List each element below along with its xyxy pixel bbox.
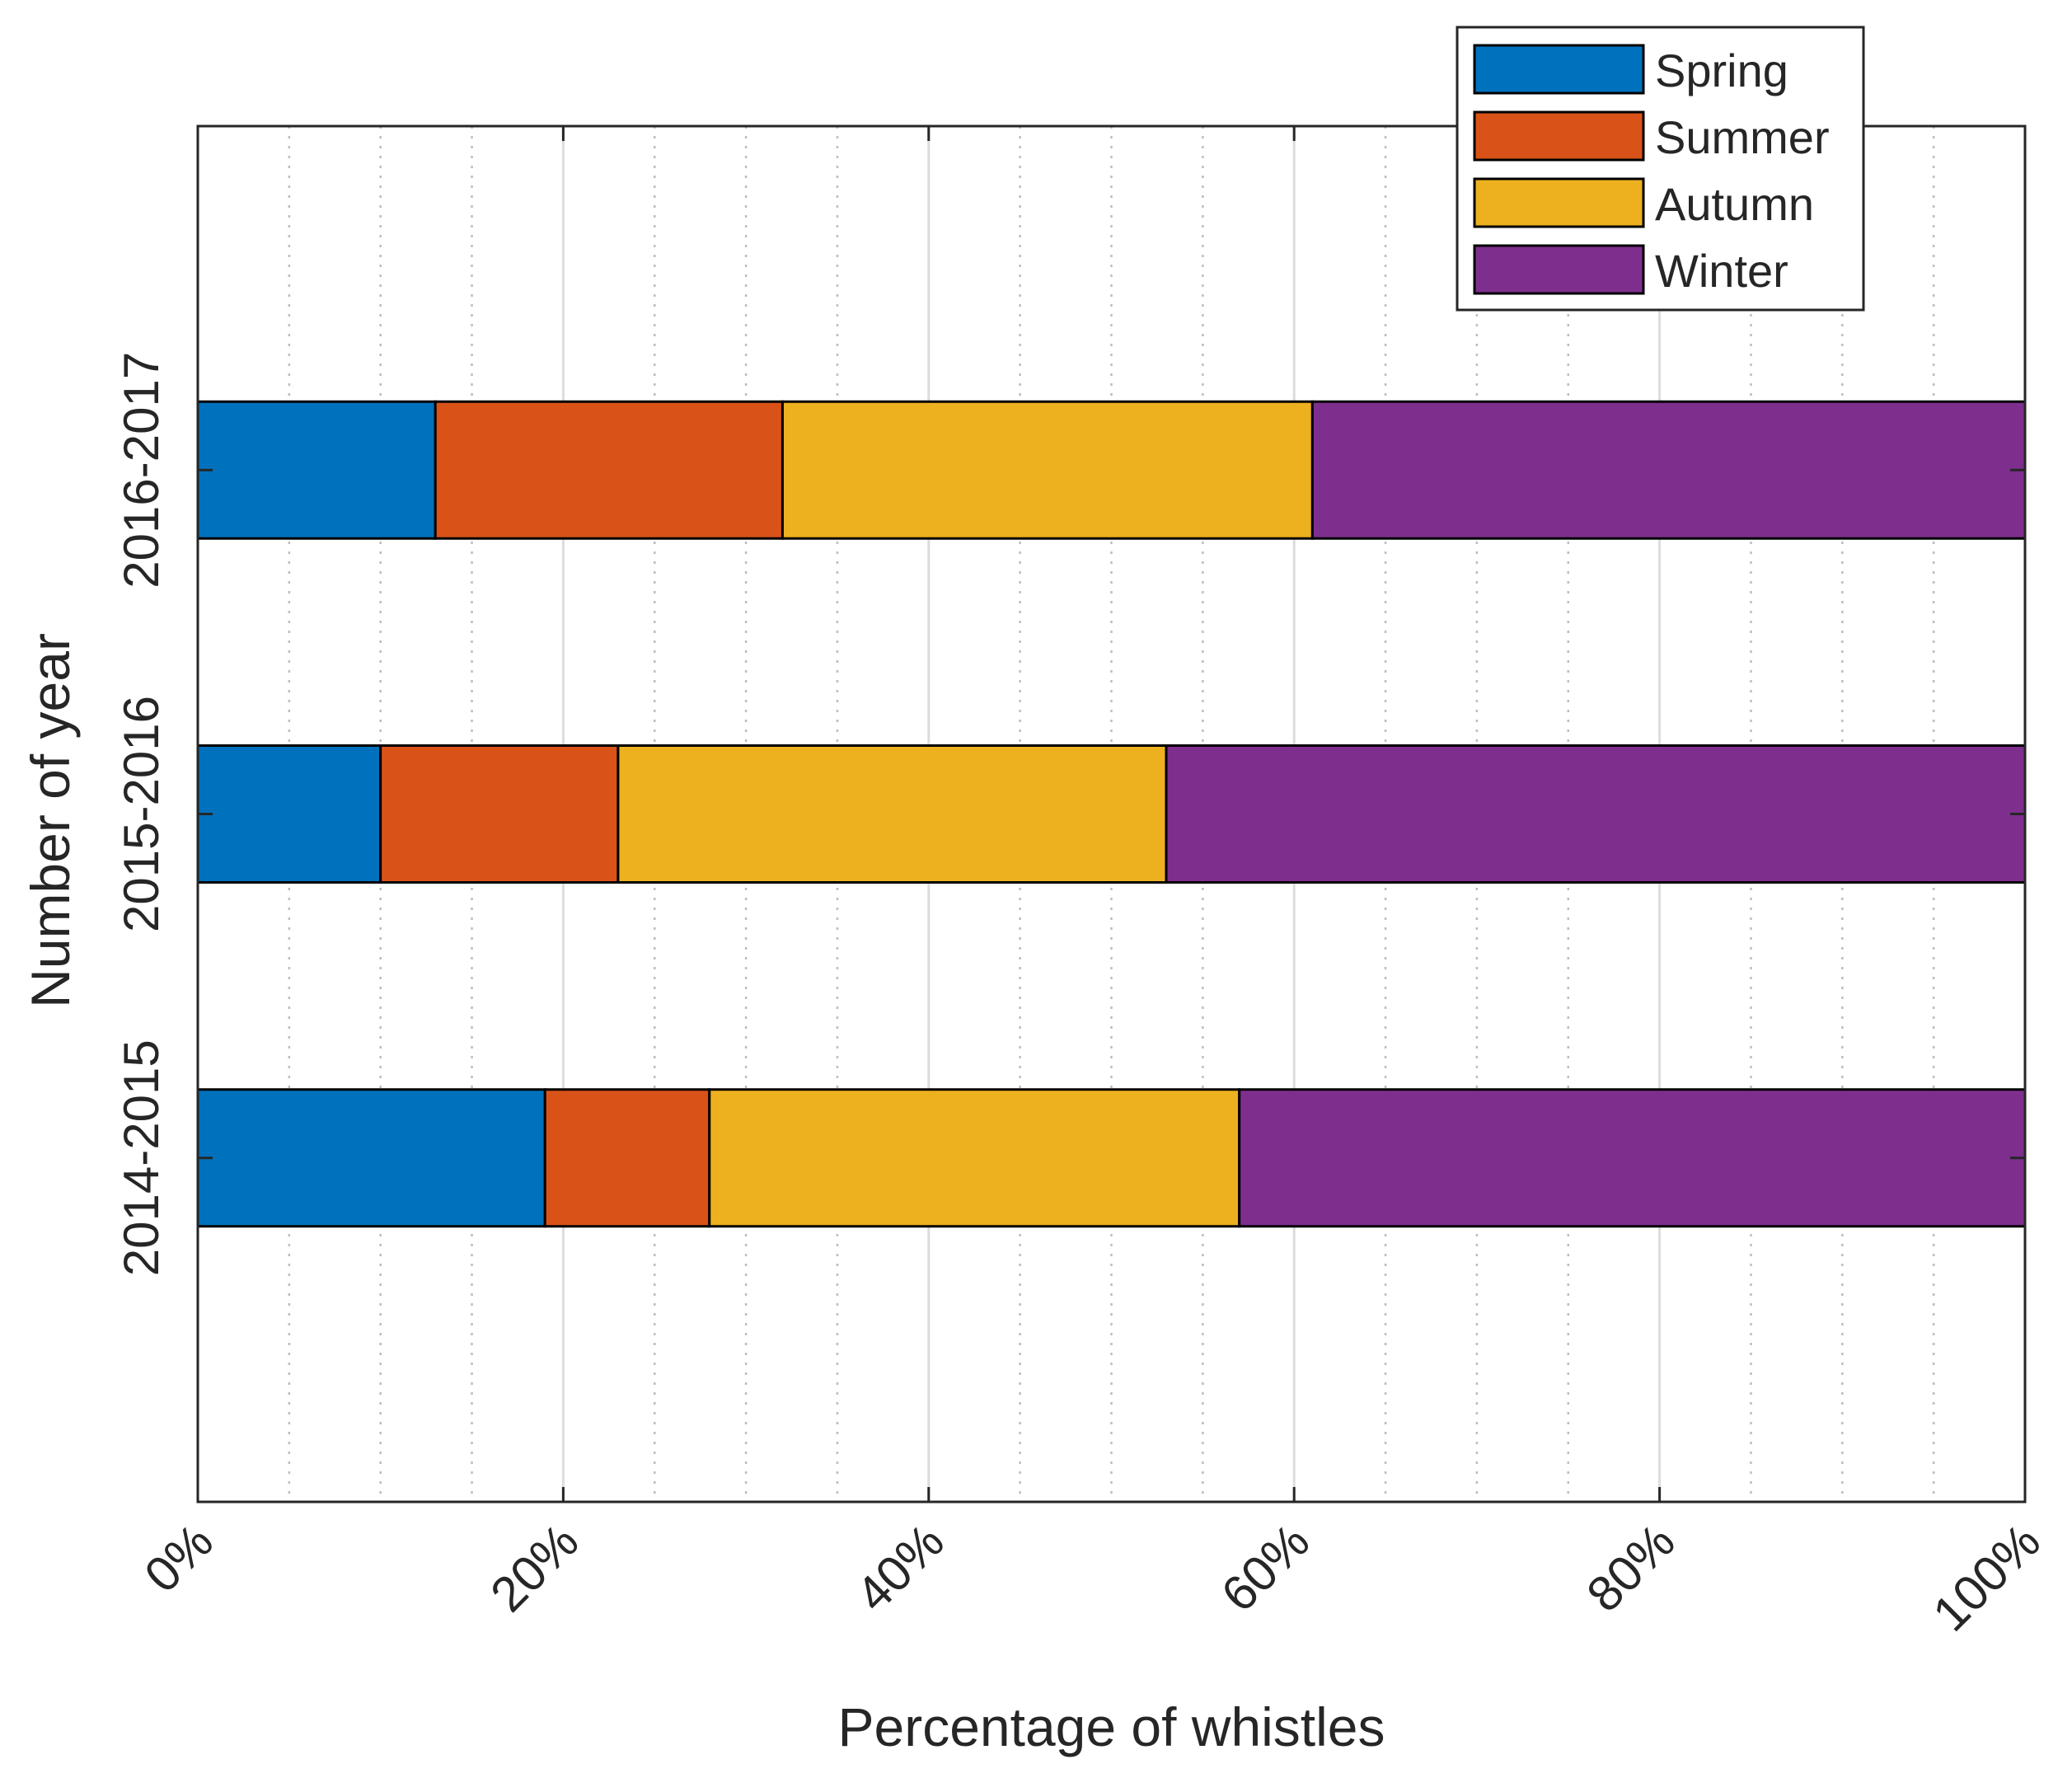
bar-segment-spring-2014-2015 [196, 1088, 546, 1228]
y-tick-label: 2016-2017 [114, 352, 169, 589]
bar-segment-spring-2015-2016 [196, 744, 382, 884]
legend-label-autumn: Autumn [1655, 178, 1814, 230]
bar-segment-winter-2015-2016 [1165, 744, 2027, 884]
y-tick-label: 2014-2015 [114, 1039, 169, 1276]
bar-segment-autumn-2014-2015 [708, 1088, 1241, 1228]
legend-label-winter: Winter [1655, 245, 1788, 297]
legend-swatch-winter [1473, 244, 1645, 295]
bar-segment-spring-2016-2017 [196, 400, 437, 540]
axis-ticks [196, 126, 2027, 1502]
legend-swatch-spring [1473, 44, 1645, 95]
legend-swatch-summer [1473, 110, 1645, 162]
bar-segment-winter-2016-2017 [1310, 400, 2027, 540]
legend-label-spring: Spring [1655, 45, 1788, 96]
y-tick-label: 2015-2016 [114, 696, 169, 932]
bar-segment-summer-2014-2015 [543, 1088, 711, 1228]
tick-labels: 0% 20% 40% 60% 80% 100% 2014-2015 2015-2016 2016… [114, 352, 2051, 1642]
bar-segment-summer-2015-2016 [379, 744, 620, 884]
x-tick-label: 0% [134, 1513, 223, 1603]
x-tick-label: 20% [480, 1513, 588, 1622]
bar-segment-autumn-2015-2016 [616, 744, 1168, 884]
x-tick-label: 100% [1922, 1513, 2051, 1642]
bar-segment-summer-2016-2017 [434, 400, 784, 540]
legend: Spring Summer Autumn Winter [1456, 26, 1865, 312]
bars [196, 400, 2027, 1228]
legend-label-summer: Summer [1655, 111, 1830, 163]
bar-segment-autumn-2016-2017 [781, 400, 1314, 540]
x-tick-label: 80% [1576, 1513, 1685, 1622]
x-tick-label: 40% [846, 1513, 954, 1622]
y-axis-label: Number of year [20, 633, 81, 1008]
x-tick-label: 60% [1211, 1513, 1320, 1622]
x-axis-label: Percentage of whistles [837, 1696, 1385, 1757]
legend-swatch-autumn [1473, 177, 1645, 228]
bar-segment-winter-2014-2015 [1238, 1088, 2027, 1228]
